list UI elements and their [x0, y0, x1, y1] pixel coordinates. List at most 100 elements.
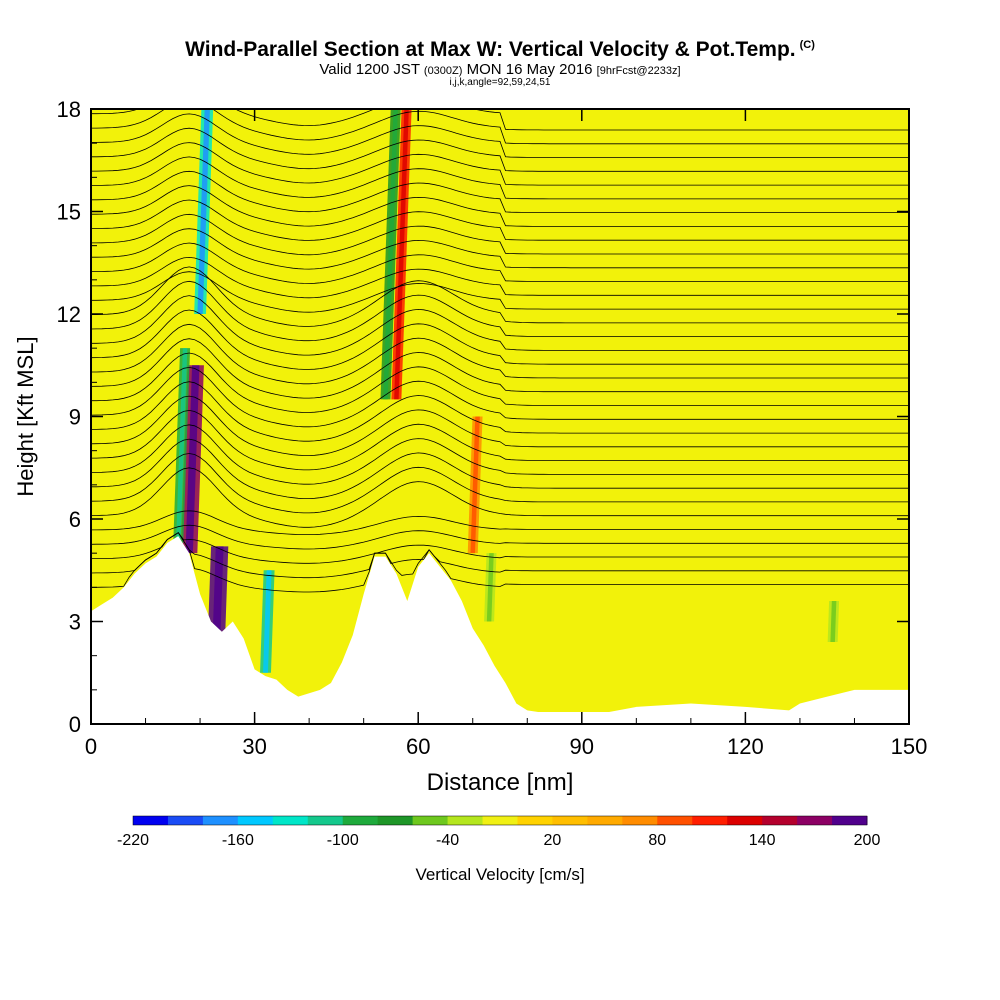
valid-time: Valid 1200 JST (0300Z) MON 16 May 2016 […	[0, 61, 1000, 78]
colorbar-frame	[132, 815, 868, 826]
y-tick-label: 18	[57, 97, 81, 122]
theta-contour	[91, 142, 909, 186]
colorbar-swatch	[237, 816, 274, 825]
velocity-core	[394, 109, 409, 400]
theta-contour	[91, 127, 909, 172]
x-tick-label: 90	[570, 734, 594, 759]
colorbar-swatch	[517, 816, 553, 825]
valid-prefix: Valid 1200 JST	[319, 61, 420, 78]
colorbar-tick-label: 140	[749, 832, 776, 849]
colorbar-swatch	[307, 816, 344, 825]
theta-contour	[91, 366, 909, 428]
colorbar-swatch	[133, 816, 169, 825]
title-text: Wind-Parallel Section at Max W: Vertical…	[185, 38, 796, 61]
theta-contour	[91, 409, 909, 471]
theta-contour	[91, 424, 909, 485]
theta-contour	[91, 109, 909, 145]
velocity-core	[470, 416, 480, 554]
theta-contour	[91, 532, 909, 593]
forecast-info: [9hrFcst@2233z]	[596, 65, 681, 77]
theta-contour	[91, 199, 909, 241]
colorbar-tick-label: -220	[117, 832, 149, 849]
theta-contour	[91, 438, 909, 499]
x-tick-label: 120	[727, 734, 764, 759]
colorbar-tick-label: 200	[854, 832, 881, 849]
colorbar-swatch	[552, 816, 588, 825]
colorbar-swatch	[727, 816, 763, 825]
theta-contour	[91, 170, 909, 213]
colorbar-tick-label: 80	[648, 832, 666, 849]
theta-contour	[91, 352, 909, 413]
theta-contour	[91, 295, 909, 356]
velocity-core	[212, 546, 224, 639]
theta-contour	[91, 381, 909, 442]
theta-contour	[91, 524, 909, 550]
x-tick-label: 30	[242, 734, 266, 759]
y-tick-label: 12	[57, 302, 81, 327]
theta-contour	[91, 309, 909, 370]
colorbar-swatch	[202, 816, 239, 825]
colorbar-swatch	[692, 816, 728, 825]
colorbar-swatch	[587, 816, 623, 825]
theta-contour	[91, 532, 909, 564]
theta-contour	[91, 280, 909, 342]
colorbar-label: Vertical Velocity [cm/s]	[415, 865, 584, 884]
theta-contour	[91, 323, 909, 385]
terrain-profile	[91, 536, 909, 724]
colorbar-swatch	[797, 816, 833, 825]
theta-contours	[91, 109, 909, 593]
theta-contour	[91, 510, 909, 535]
colorbar: -220 -160 -100 -40 20 80 140 200 Vertical Veloci…	[117, 815, 881, 884]
velocity-core	[486, 553, 494, 622]
colorbar-swatch	[167, 816, 204, 825]
colorbar-tick-label: -40	[436, 832, 459, 849]
theta-contour	[91, 467, 909, 528]
colorbar-swatch	[622, 816, 658, 825]
velocity-core	[830, 601, 837, 642]
colorbar-swatch	[377, 816, 414, 825]
colorbar-swatch	[657, 816, 693, 825]
colorbar-tick-label: -160	[222, 832, 254, 849]
grid-indices: i,j,k,angle=92,59,24,51	[449, 77, 551, 88]
y-tick-label: 0	[69, 712, 81, 737]
velocity-core	[263, 570, 272, 673]
theta-contour	[91, 109, 909, 131]
theta-contour	[91, 256, 909, 299]
y-tick-label: 3	[69, 610, 81, 635]
theta-contour	[91, 242, 909, 284]
colorbar-tick-label: 20	[544, 832, 562, 849]
colorbar-swatch	[272, 816, 309, 825]
colorbar-swatch	[412, 816, 449, 825]
x-tick-label: 0	[85, 734, 97, 759]
theta-contour	[91, 185, 909, 227]
theta-contour	[91, 156, 909, 200]
x-tick-label: 60	[406, 734, 430, 759]
velocity-field	[173, 109, 840, 673]
valid-date: MON 16 May 2016	[466, 61, 593, 78]
chart-title: Wind-Parallel Section at Max W: Vertical…	[0, 38, 1000, 62]
y-tick-label: 15	[57, 200, 81, 225]
theta-contour	[91, 338, 909, 399]
y-axis-label: Height [Kft MSL]	[13, 336, 38, 496]
colorbar-swatch	[482, 816, 518, 825]
colorbar-swatch	[762, 816, 798, 825]
theta-contour	[91, 213, 909, 256]
plot-field-background	[91, 109, 909, 724]
colorbar-tick-label: -100	[327, 832, 359, 849]
velocity-core	[383, 109, 398, 400]
colorbar-swatch	[342, 816, 379, 825]
velocity-core	[197, 109, 210, 314]
x-axis-label: Distance [nm]	[427, 769, 574, 796]
theta-contour	[91, 453, 909, 514]
theta-contour	[91, 395, 909, 456]
theta-contour	[91, 266, 909, 327]
theta-contour	[91, 228, 909, 270]
valid-utc: (0300Z)	[423, 65, 463, 77]
y-tick-label: 9	[69, 405, 81, 430]
axes: 0 30 60 90 120 150 0 3 6 9 12 15 18 Distance [nm] Heig…	[13, 97, 927, 796]
y-tick-label: 6	[69, 507, 81, 532]
x-tick-label: 150	[891, 734, 928, 759]
colorbar-swatch	[447, 816, 484, 825]
colorbar-swatch	[832, 816, 868, 825]
